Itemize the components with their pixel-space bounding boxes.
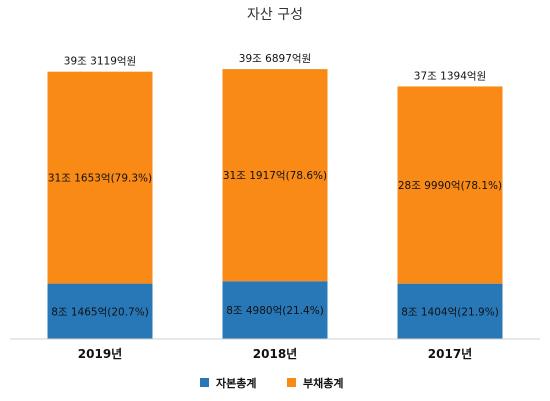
legend-label-liabilities: 부채총계 <box>303 376 343 390</box>
bars-group: 8조 1465억(20.7%) 31조 1653억(79.3%) 39조 3119억… <box>47 53 503 339</box>
legend-label-equity: 자본총계 <box>216 376 256 390</box>
data-label-liabilities-0: 31조 1653억(79.3%) <box>48 173 152 185</box>
legend: 자본총계 부채총계 <box>200 376 343 390</box>
total-label-1: 39조 6897억원 <box>239 53 311 65</box>
bar-segment-liabilities-1 <box>222 69 328 282</box>
x-tick-label-2: 2017년 <box>428 347 472 361</box>
data-label-liabilities-2: 28조 9990억(78.1%) <box>398 180 502 192</box>
legend-swatch-liabilities <box>287 378 296 387</box>
legend-swatch-equity <box>200 378 209 387</box>
bar-segment-equity-2 <box>397 283 503 339</box>
data-label-equity-2: 8조 1404억(21.9%) <box>401 306 499 318</box>
x-tick-labels: 2019년 2018년 2017년 <box>78 347 472 361</box>
data-label-equity-0: 8조 1465억(20.7%) <box>51 306 149 318</box>
data-label-equity-1: 8조 4980억(21.4%) <box>226 305 324 317</box>
chart-title: 자산 구성 <box>247 7 303 23</box>
bar-segment-equity-1 <box>222 281 328 339</box>
total-label-0: 39조 3119억원 <box>64 56 136 68</box>
bar-segment-liabilities-2 <box>397 86 503 284</box>
x-tick-label-0: 2019년 <box>78 347 122 361</box>
bar-segment-liabilities-0 <box>47 71 153 284</box>
data-label-liabilities-1: 31조 1917억(78.6%) <box>223 170 327 182</box>
x-tick-label-1: 2018년 <box>253 347 297 361</box>
bar-segment-equity-0 <box>47 283 153 339</box>
total-label-2: 37조 1394억원 <box>414 70 486 82</box>
